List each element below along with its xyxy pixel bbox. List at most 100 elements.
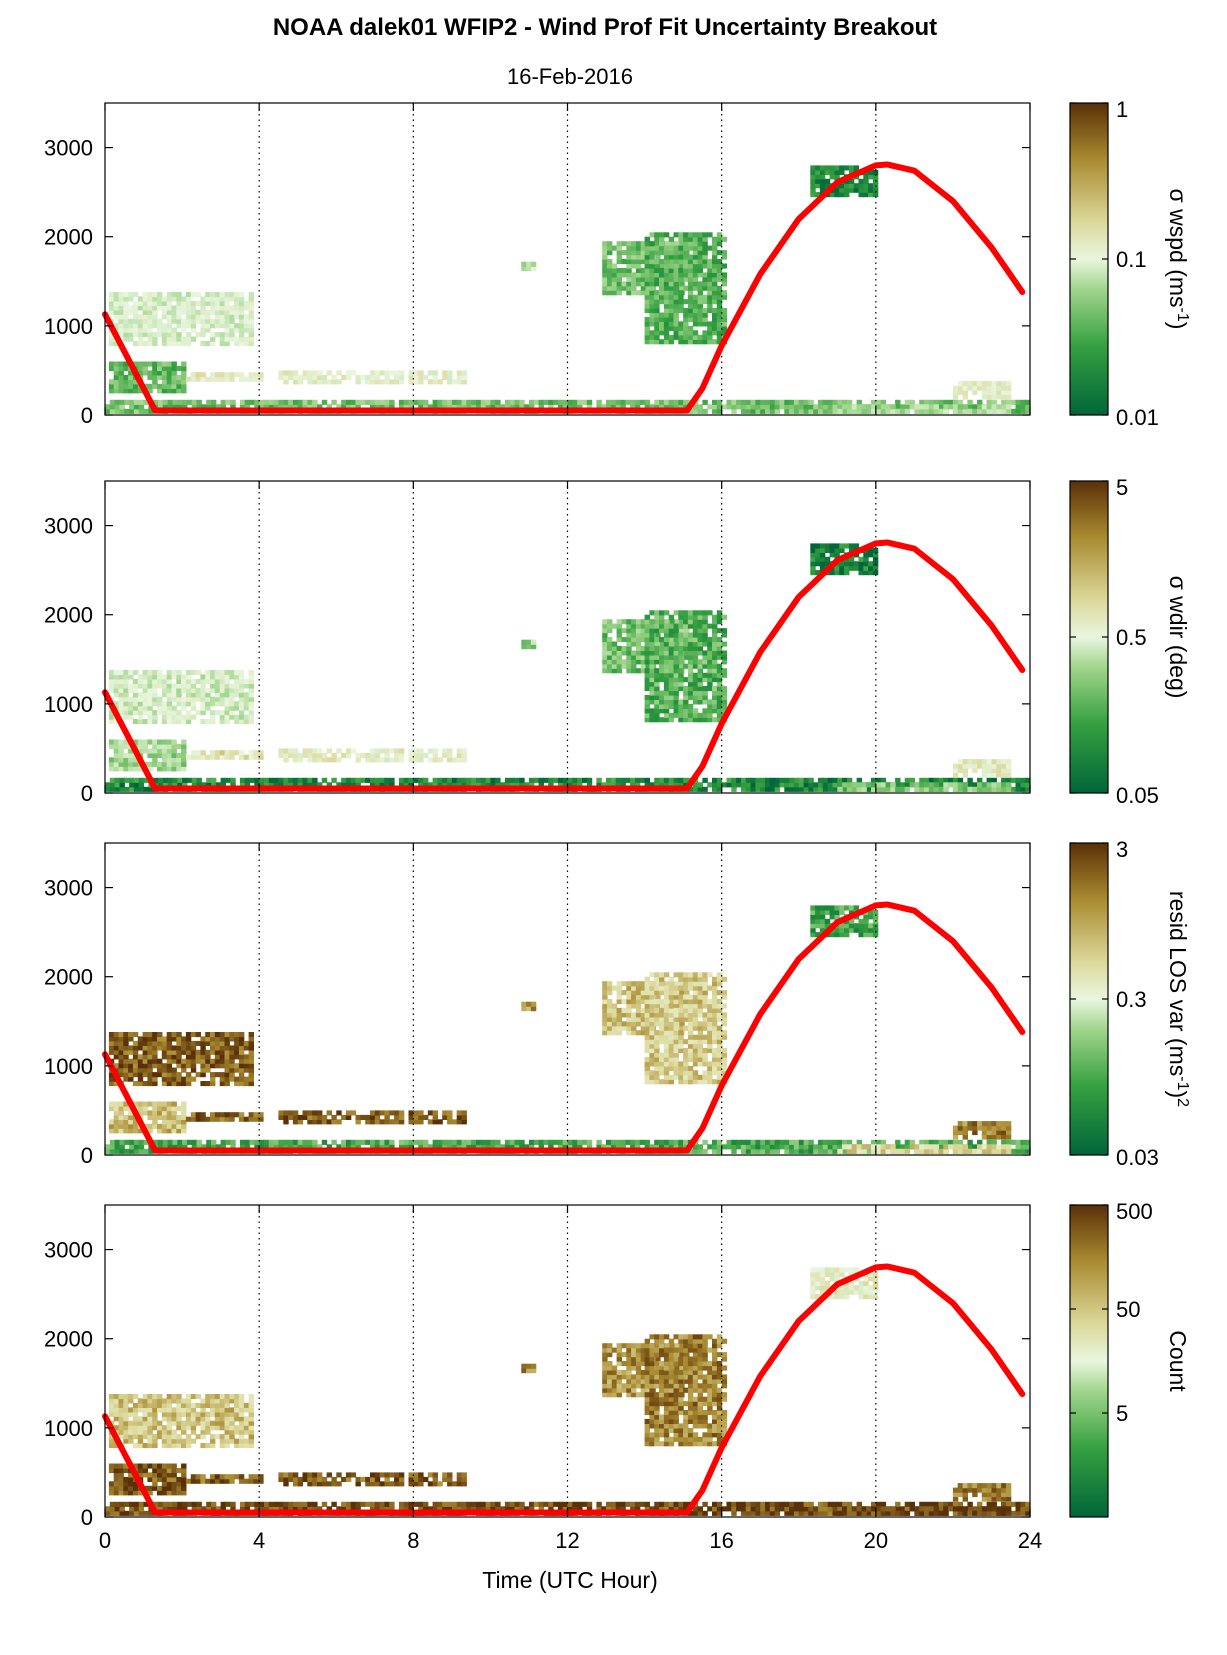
heatmap-cell <box>190 683 197 689</box>
heatmap-cell <box>190 696 197 702</box>
heatmap-cell <box>611 650 618 656</box>
heatmap-cell <box>634 777 641 783</box>
heatmap-cell <box>851 786 858 792</box>
heatmap-cell <box>673 1144 679 1150</box>
heatmap-cell <box>673 285 679 291</box>
heatmap-cell <box>181 705 187 711</box>
heatmap-cell <box>219 1032 226 1038</box>
heatmap-cell <box>171 366 177 372</box>
heatmap-cell <box>972 390 978 396</box>
heatmap-cell <box>991 772 997 778</box>
heatmap-cell <box>655 641 661 647</box>
heatmap-cell <box>185 1076 192 1082</box>
heatmap-cell <box>721 632 728 638</box>
heatmap-cell <box>668 777 675 783</box>
heatmap-cell <box>640 241 647 247</box>
heatmap-cell <box>161 1072 168 1078</box>
heatmap-cell <box>1005 381 1012 387</box>
heatmap-cell <box>182 404 188 410</box>
heatmap-cell <box>132 1040 139 1046</box>
heatmap-cell <box>774 1148 781 1154</box>
heatmap-cell <box>673 637 679 643</box>
heatmap-cell <box>205 1063 211 1069</box>
heatmap-cell <box>124 786 130 792</box>
heatmap-cell <box>133 1139 140 1145</box>
heatmap-cell <box>626 654 632 660</box>
heatmap-cell <box>394 757 400 763</box>
heatmap-cell <box>707 308 713 314</box>
heatmap-cell <box>190 692 197 698</box>
heatmap-cell <box>152 383 158 389</box>
heatmap-cell <box>210 1112 216 1118</box>
heatmap-cell <box>702 672 708 678</box>
heatmap-cell <box>466 404 472 410</box>
heatmap-cell <box>548 782 554 788</box>
heatmap-cell <box>819 187 826 193</box>
heatmap-cell <box>224 1112 230 1118</box>
heatmap-cell <box>157 744 163 750</box>
heatmap-cell <box>793 1148 800 1154</box>
heatmap-cell <box>687 686 694 692</box>
heatmap-cell <box>288 370 294 376</box>
heatmap-cell <box>181 305 187 311</box>
heatmap-cell <box>692 663 699 669</box>
heatmap-cell <box>611 985 618 991</box>
heatmap-cell <box>687 672 694 678</box>
heatmap-cell <box>225 399 231 405</box>
heatmap-cell <box>219 341 226 347</box>
heatmap-cell <box>113 752 120 758</box>
heatmap-cell <box>712 1139 718 1145</box>
heatmap-cell <box>253 750 259 756</box>
heatmap-cell <box>248 1076 254 1082</box>
heatmap-cell <box>678 339 684 345</box>
heatmap-cell <box>132 388 139 394</box>
heatmap-cell <box>731 1148 737 1154</box>
heatmap-cell <box>687 408 694 414</box>
heatmap-cell <box>214 696 221 702</box>
heatmap-cell <box>868 174 874 180</box>
heatmap-cell <box>640 250 647 256</box>
heatmap-cell <box>678 782 684 788</box>
heatmap-cell <box>607 272 613 278</box>
heatmap-cell <box>562 1144 569 1150</box>
heatmap-cell <box>292 404 299 410</box>
heatmap-cell <box>283 1110 289 1116</box>
heatmap-cell <box>379 370 385 376</box>
heatmap-cell <box>113 292 120 298</box>
heatmap-cell <box>678 1061 684 1067</box>
heatmap-cell <box>384 1114 390 1120</box>
heatmap-cell <box>621 272 627 278</box>
heatmap-cell <box>616 1016 622 1022</box>
heatmap-cell <box>210 714 216 720</box>
heatmap-cell <box>644 1016 650 1022</box>
y-tick-label: 0 <box>81 781 93 806</box>
heatmap-cell <box>432 399 438 405</box>
heatmap-cell <box>137 1058 144 1064</box>
heatmap-cell <box>798 786 805 792</box>
heatmap-cell <box>113 766 120 772</box>
heatmap-cell <box>853 561 860 567</box>
heatmap-cell <box>692 1148 699 1154</box>
heatmap-cell <box>437 379 443 385</box>
heatmap-cell <box>663 1016 670 1022</box>
heatmap-cell <box>1015 1144 1021 1150</box>
heatmap-cell <box>610 782 617 788</box>
heatmap-cell <box>721 672 728 678</box>
heatmap-cell <box>288 752 294 758</box>
heatmap-cell <box>765 777 771 783</box>
heatmap-cell <box>803 1144 809 1150</box>
heatmap-cell <box>1005 390 1012 396</box>
heatmap-cell <box>683 703 689 709</box>
heatmap-cell <box>654 236 660 242</box>
heatmap-cell <box>810 169 816 175</box>
heatmap-cell <box>616 285 622 291</box>
heatmap-cell <box>707 637 713 643</box>
heatmap-cell <box>137 710 144 716</box>
heatmap-cell <box>147 300 153 306</box>
heatmap-cell <box>157 683 163 689</box>
heatmap-cell <box>607 981 613 987</box>
heatmap-cell <box>238 1045 245 1051</box>
heatmap-cell <box>408 757 414 763</box>
heatmap-cell <box>480 1144 487 1150</box>
heatmap-cell <box>630 399 636 405</box>
